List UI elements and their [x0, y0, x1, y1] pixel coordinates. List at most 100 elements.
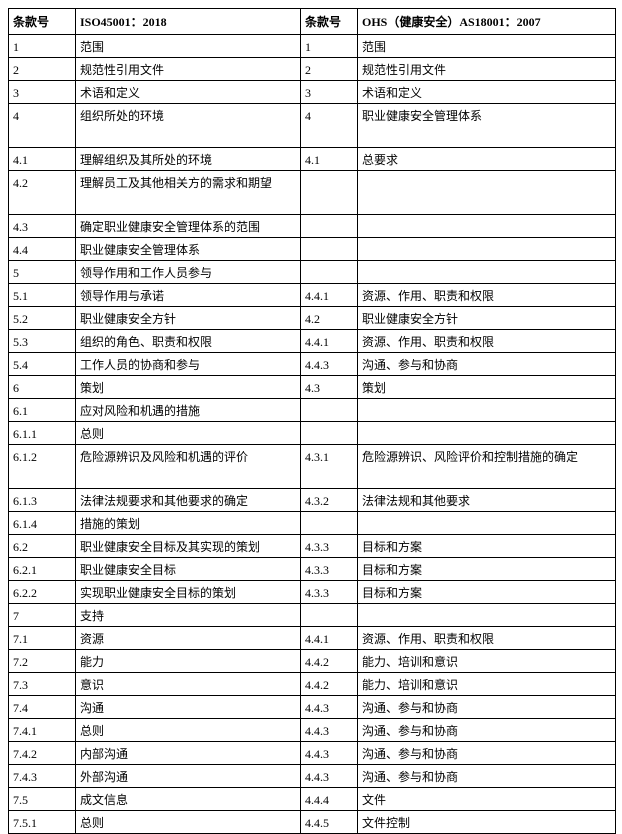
clause-title: 措施的策划 [75, 511, 301, 535]
clause-number: 5 [8, 260, 76, 284]
clause-title: 实现职业健康安全目标的策划 [75, 580, 301, 604]
clause-number: 7.5.1 [8, 810, 76, 834]
clause-title: 领导作用与承诺 [75, 283, 301, 307]
table-row: 4 组织所处的环境 4 职业健康安全管理体系 [8, 103, 616, 148]
clause-number: 4.4.3 [300, 695, 358, 719]
clause-title: 沟通、参与和协商 [357, 695, 616, 719]
table-row: 7.5.1 总则 4.4.5 文件控制 [8, 810, 616, 834]
clause-number: 6.2.1 [8, 557, 76, 581]
clause-number: 4.4.3 [300, 764, 358, 788]
clause-number: 4.4.1 [300, 626, 358, 650]
table-row: 2 规范性引用文件 2 规范性引用文件 [8, 57, 616, 81]
clause-title: 总则 [75, 810, 301, 834]
clause-number: 4.4.3 [300, 718, 358, 742]
clause-number: 6.1.1 [8, 421, 76, 445]
clause-number: 6.1.2 [8, 444, 76, 489]
clause-title: 理解组织及其所处的环境 [75, 147, 301, 171]
clause-title: 理解员工及其他相关方的需求和期望 [75, 170, 301, 215]
clause-title: 沟通、参与和协商 [357, 741, 616, 765]
clause-number: 6.2 [8, 534, 76, 558]
table-row: 6.1.3 法律法规要求和其他要求的确定 4.3.2 法律法规和其他要求 [8, 488, 616, 512]
clause-number: 4.4.4 [300, 787, 358, 811]
clause-number: 6.2.2 [8, 580, 76, 604]
clause-title: 沟通、参与和协商 [357, 718, 616, 742]
clause-number: 4.4.5 [300, 810, 358, 834]
table-row: 7.4.2 内部沟通 4.4.3 沟通、参与和协商 [8, 741, 616, 765]
header-row: 条款号 ISO45001：2018 条款号 OHS（健康安全）AS18001：2007 [8, 8, 616, 35]
clause-number: 2 [8, 57, 76, 81]
table-row: 3 术语和定义 3 术语和定义 [8, 80, 616, 104]
clause-title: 职业健康安全目标 [75, 557, 301, 581]
header-cell: 条款号 [300, 8, 358, 35]
table-row: 4.2 理解员工及其他相关方的需求和期望 [8, 170, 616, 215]
clause-title: 沟通、参与和协商 [357, 352, 616, 376]
clause-title: 目标和方案 [357, 580, 616, 604]
table-row: 5 领导作用和工作人员参与 [8, 260, 616, 284]
clause-title: 范围 [357, 34, 616, 58]
clause-title [357, 398, 616, 422]
page: {"table": { "header": ["条款号", "ISO45001：… [8, 8, 616, 834]
clause-title [357, 603, 616, 627]
header-cell: 条款号 [8, 8, 76, 35]
clause-number: 4.4.1 [300, 329, 358, 353]
clause-number: 4.3.2 [300, 488, 358, 512]
table-row: 6.2.1 职业健康安全目标 4.3.3 目标和方案 [8, 557, 616, 581]
clause-title: 组织的角色、职责和权限 [75, 329, 301, 353]
table-row: 5.4 工作人员的协商和参与 4.4.3 沟通、参与和协商 [8, 352, 616, 376]
header-cell: ISO45001：2018 [75, 8, 301, 35]
clause-title: 资源、作用、职责和权限 [357, 329, 616, 353]
table-row: 6.1 应对风险和机遇的措施 [8, 398, 616, 422]
clause-number: 4.3 [8, 214, 76, 238]
table-row: 7.4 沟通 4.4.3 沟通、参与和协商 [8, 695, 616, 719]
clause-number [300, 170, 358, 215]
table-row: 4.4 职业健康安全管理体系 [8, 237, 616, 261]
clause-title [357, 214, 616, 238]
clause-title [357, 260, 616, 284]
clause-number: 4.4.2 [300, 649, 358, 673]
table-row: 5.2 职业健康安全方针 4.2 职业健康安全方针 [8, 306, 616, 330]
clause-title [357, 511, 616, 535]
clause-number: 3 [8, 80, 76, 104]
table-row: 7.3 意识 4.4.2 能力、培训和意识 [8, 672, 616, 696]
clause-title: 文件控制 [357, 810, 616, 834]
table-row: 5.3 组织的角色、职责和权限 4.4.1 资源、作用、职责和权限 [8, 329, 616, 353]
clause-title: 策划 [357, 375, 616, 399]
clause-title: 能力、培训和意识 [357, 672, 616, 696]
clause-number: 7 [8, 603, 76, 627]
clause-number: 5.3 [8, 329, 76, 353]
clause-title: 目标和方案 [357, 534, 616, 558]
clause-title: 危险源辨识、风险评价和控制措施的确定 [357, 444, 616, 489]
clause-title: 沟通 [75, 695, 301, 719]
clause-title: 规范性引用文件 [75, 57, 301, 81]
clause-title [357, 421, 616, 445]
clause-title: 职业健康安全管理体系 [357, 103, 616, 148]
clause-title: 成文信息 [75, 787, 301, 811]
clause-title: 危险源辨识及风险和机遇的评价 [75, 444, 301, 489]
clause-number: 4.3.3 [300, 580, 358, 604]
table-row: 7.4.3 外部沟通 4.4.3 沟通、参与和协商 [8, 764, 616, 788]
clause-number: 4.3.3 [300, 557, 358, 581]
clause-number: 4.2 [300, 306, 358, 330]
clause-title: 能力、培训和意识 [357, 649, 616, 673]
clause-title: 领导作用和工作人员参与 [75, 260, 301, 284]
clause-number [300, 237, 358, 261]
clause-number: 6.1.4 [8, 511, 76, 535]
table-row: 7 支持 [8, 603, 616, 627]
table-body: 1 范围 1 范围 2 规范性引用文件 2 规范性引用文件 3 术语和定义 3 术语和定义 4 组织所处的… [8, 34, 616, 834]
header-cell: OHS（健康安全）AS18001：2007 [357, 8, 616, 35]
clause-number: 4.2 [8, 170, 76, 215]
clause-number: 6.1 [8, 398, 76, 422]
clause-title: 策划 [75, 375, 301, 399]
clause-title: 意识 [75, 672, 301, 696]
clause-title: 法律法规和其他要求 [357, 488, 616, 512]
clause-title: 组织所处的环境 [75, 103, 301, 148]
clause-title: 职业健康安全方针 [75, 306, 301, 330]
clause-number: 4.3 [300, 375, 358, 399]
clause-number: 4.4.3 [300, 352, 358, 376]
clause-number: 7.4.3 [8, 764, 76, 788]
clause-title: 规范性引用文件 [357, 57, 616, 81]
clause-title: 法律法规要求和其他要求的确定 [75, 488, 301, 512]
clause-title: 范围 [75, 34, 301, 58]
table-row: 6.2.2 实现职业健康安全目标的策划 4.3.3 目标和方案 [8, 580, 616, 604]
clause-title: 内部沟通 [75, 741, 301, 765]
